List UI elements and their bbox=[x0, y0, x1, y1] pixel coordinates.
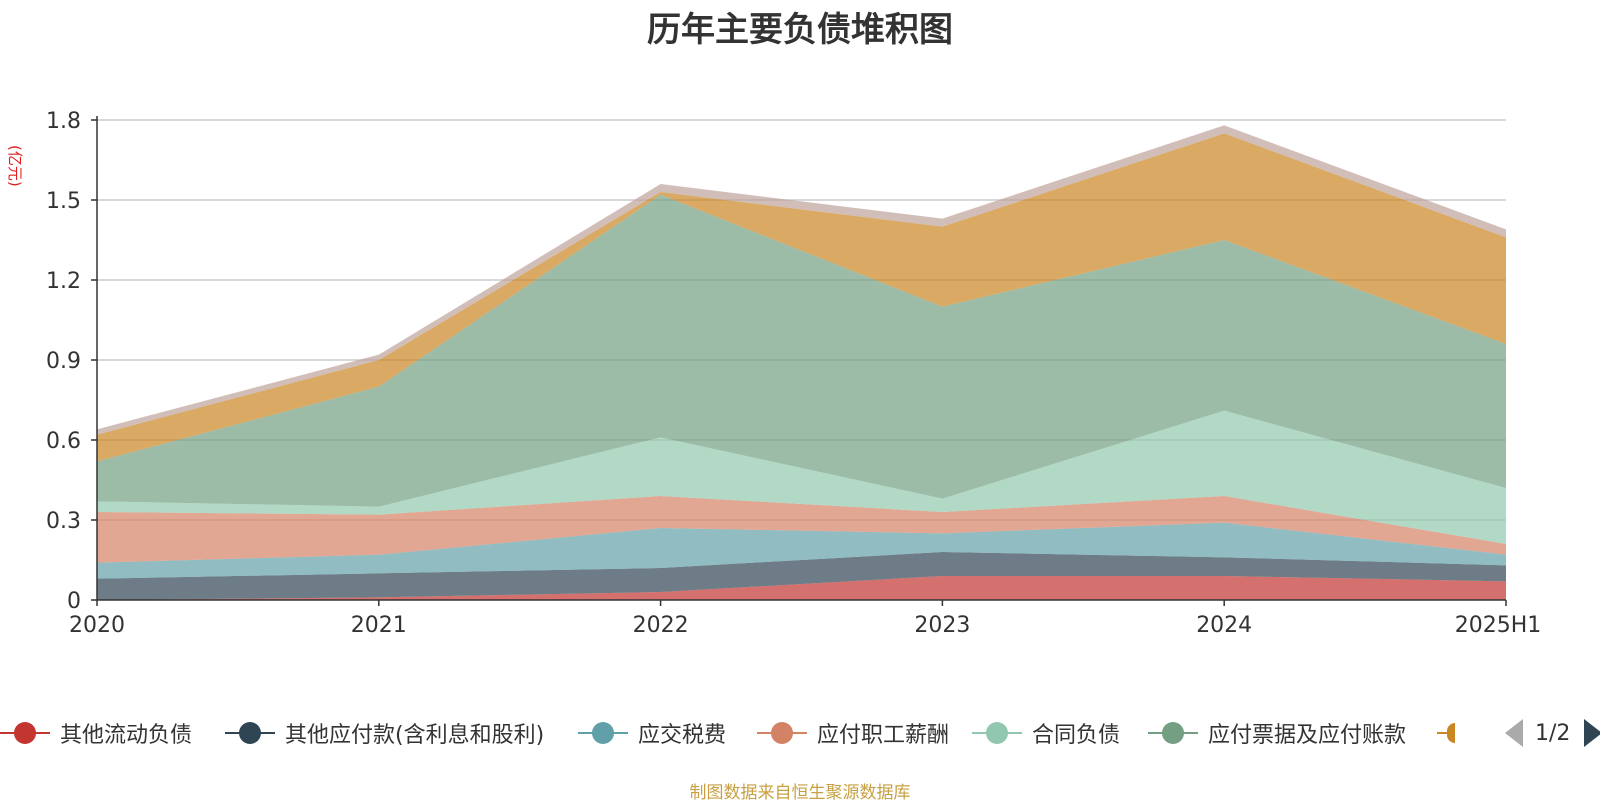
legend-label: 应交税费 bbox=[638, 723, 727, 748]
legend-label: 应付票据及应付账款 bbox=[1208, 723, 1407, 748]
x-tick-label: 2020 bbox=[69, 613, 125, 638]
legend-label: 其他应付款(含利息和股利) bbox=[285, 723, 545, 748]
legend-marker-icon bbox=[972, 718, 1022, 748]
axes bbox=[91, 116, 1507, 606]
source-note: 制图数据来自恒生聚源数据库 bbox=[689, 783, 911, 803]
y-tick-label: 1.2 bbox=[46, 269, 81, 294]
area-series-6[interactable] bbox=[97, 133, 1506, 462]
y-tick-label: 0.3 bbox=[46, 509, 81, 534]
legend-marker-icon bbox=[225, 718, 275, 748]
legend-item-0[interactable]: 其他流动负债 bbox=[0, 718, 192, 748]
area-series-0[interactable] bbox=[97, 576, 1506, 600]
x-tick-label: 2021 bbox=[351, 613, 407, 638]
y-tick-label: 1.5 bbox=[46, 189, 81, 214]
area-series-3[interactable] bbox=[97, 496, 1506, 563]
legend-prev-page-icon[interactable] bbox=[1505, 719, 1523, 747]
y-tick-label: 0.9 bbox=[46, 349, 81, 374]
legend-partial-dot-icon bbox=[1447, 723, 1455, 743]
legend-item-3[interactable]: 应付职工薪酬 bbox=[757, 718, 949, 748]
legend-marker-icon bbox=[578, 718, 628, 748]
legend-item-2[interactable]: 应交税费 bbox=[578, 718, 726, 748]
y-tick-label: 0.6 bbox=[46, 429, 81, 454]
area-series-5[interactable] bbox=[97, 194, 1506, 507]
legend-item-1[interactable]: 其他应付款(含利息和股利) bbox=[225, 718, 544, 748]
y-tick-label: 0 bbox=[67, 589, 81, 614]
legend-item-5[interactable]: 应付票据及应付账款 bbox=[1148, 718, 1406, 748]
stacked-area-chart: 0 0.3 0.6 0.9 1.2 1.5 1.8 2020 2021 2022 2023 2024 2… bbox=[46, 109, 1541, 638]
area-series-1[interactable] bbox=[97, 552, 1506, 600]
y-tick-label: 1.8 bbox=[46, 109, 81, 134]
legend-label: 其他流动负债 bbox=[60, 723, 193, 748]
legend: 其他流动负债 其他应付款(含利息和股利) 应交税费 应付职工薪酬 合同负债 应付票据及应付… bbox=[0, 718, 1600, 748]
legend-item-4[interactable]: 合同负债 bbox=[972, 718, 1120, 748]
legend-next-page-icon[interactable] bbox=[1584, 719, 1600, 747]
x-tick-label: 2022 bbox=[633, 613, 689, 638]
legend-marker-icon bbox=[0, 718, 50, 748]
area-series bbox=[97, 125, 1506, 600]
legend-partial-marker-icon bbox=[1437, 732, 1451, 734]
x-tick-label: 2025H1 bbox=[1455, 613, 1542, 638]
legend-page-number: 1/2 bbox=[1535, 720, 1571, 746]
legend-label: 合同负债 bbox=[1032, 723, 1121, 748]
legend-label: 应付职工薪酬 bbox=[817, 723, 950, 748]
x-tick-label: 2024 bbox=[1196, 613, 1252, 638]
legend-pager: 1/2 bbox=[1505, 718, 1600, 748]
chart-title: 历年主要负债堆积图 bbox=[647, 10, 953, 50]
area-series-4[interactable] bbox=[97, 410, 1506, 544]
tick-labels: 0 0.3 0.6 0.9 1.2 1.5 1.8 2020 2021 2022 2023 2024 2… bbox=[46, 109, 1541, 638]
x-tick-label: 2023 bbox=[914, 613, 970, 638]
legend-marker-icon bbox=[757, 718, 807, 748]
area-series-2[interactable] bbox=[97, 522, 1506, 579]
legend-marker-icon bbox=[1148, 718, 1198, 748]
